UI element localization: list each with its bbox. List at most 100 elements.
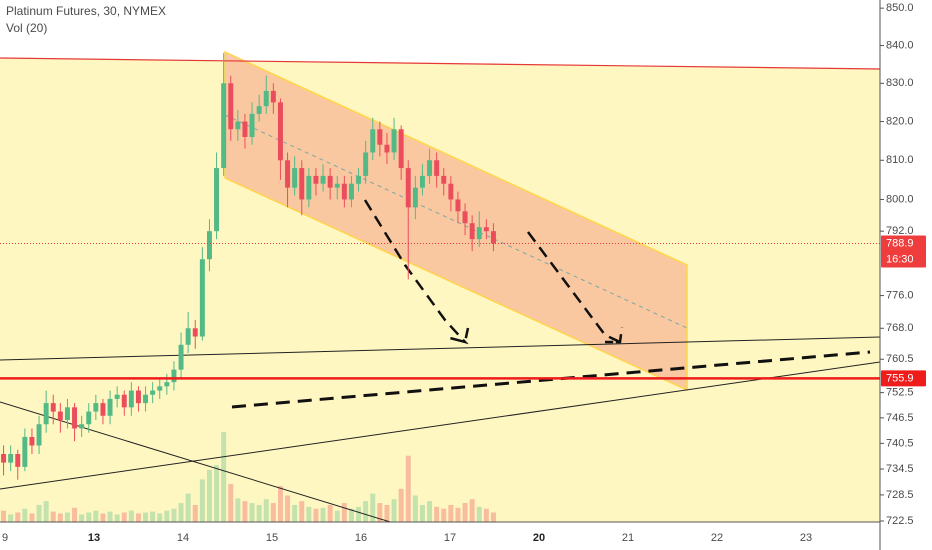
volume-bar: [327, 504, 333, 522]
candle-body: [185, 328, 191, 345]
candle-body: [334, 183, 340, 188]
candle-body: [29, 436, 35, 446]
candle-body: [143, 394, 149, 404]
x-tick-label: 22: [711, 532, 723, 544]
volume-bar: [313, 508, 319, 522]
volume-bar: [398, 488, 404, 522]
volume-bar: [164, 510, 170, 522]
volume-bar: [22, 508, 28, 522]
x-tick-label: 13: [88, 532, 100, 544]
candle-body: [128, 390, 134, 408]
candle-body: [306, 175, 312, 200]
y-tick-label: 776.0: [886, 289, 914, 301]
candle-body: [57, 411, 63, 420]
volume-bar: [192, 504, 198, 522]
volume-bar: [79, 514, 85, 522]
candle-body: [22, 436, 28, 467]
y-tick-label: 840.0: [886, 39, 914, 51]
volume-bar: [235, 498, 241, 522]
time-axis: [0, 522, 880, 550]
y-tick-label: 768.0: [886, 322, 914, 334]
candle-body: [1, 454, 7, 463]
volume-bar: [206, 469, 212, 522]
volume-bar: [93, 510, 99, 522]
x-tick-label: 15: [266, 532, 278, 544]
candle-body: [199, 259, 205, 337]
candle-body: [135, 390, 141, 404]
x-tick-label: 20: [533, 532, 545, 544]
volume-bar: [469, 499, 475, 522]
candle-body: [79, 424, 85, 429]
candle-body: [427, 160, 433, 176]
candle-body: [476, 227, 482, 240]
candle-body: [455, 199, 461, 212]
candle-body: [441, 175, 447, 184]
candle-body: [192, 328, 198, 337]
x-tick-label: 9: [2, 532, 8, 544]
candle-body: [412, 187, 418, 208]
candle-body: [171, 369, 177, 383]
candle-body: [214, 168, 220, 232]
candle-body: [256, 106, 262, 114]
candle-body: [299, 168, 305, 200]
trend-line: [0, 361, 881, 490]
path-arrow: [526, 231, 624, 344]
candle-body: [36, 424, 42, 446]
price-badge: [881, 235, 926, 268]
candle-body: [93, 403, 99, 412]
candle-layer: [1, 53, 496, 480]
volume-bar: [29, 513, 35, 522]
volume-bar: [8, 514, 14, 522]
volume-bar: [455, 507, 461, 522]
candle-body: [228, 83, 234, 130]
volume-bar: [356, 506, 362, 522]
indicator-label: Vol (20): [6, 21, 47, 35]
path-arrow: [363, 199, 470, 345]
candle-body: [235, 121, 241, 130]
volume-bar: [72, 507, 78, 522]
volume-bar: [199, 479, 205, 522]
candle-body: [15, 454, 21, 467]
volume-bar: [348, 508, 354, 522]
trend-line: [0, 401, 401, 526]
candle-body: [391, 129, 397, 153]
candle-body: [377, 129, 383, 145]
volume-bar: [427, 501, 433, 522]
volume-bar: [221, 432, 227, 522]
candle-body: [178, 344, 184, 370]
candle-body: [405, 168, 411, 208]
volume-bar: [86, 512, 92, 522]
candle-body: [462, 211, 468, 224]
volume-bar: [171, 508, 177, 522]
y-tick-label: 728.5: [886, 489, 914, 501]
trend-line: [0, 336, 881, 361]
volume-bar: [15, 512, 21, 522]
volume-bar: [214, 465, 220, 522]
candle-body: [206, 231, 212, 260]
candle-body: [157, 386, 163, 391]
candle-body: [341, 183, 347, 200]
volume-bar: [434, 506, 440, 522]
candle-body: [490, 231, 496, 244]
volume-bar: [135, 513, 141, 522]
candle-body: [313, 175, 319, 184]
volume-bar: [419, 504, 425, 522]
x-tick-label: 17: [444, 532, 456, 544]
candle-body: [164, 382, 170, 387]
candle-body: [64, 407, 70, 420]
volume-bar: [490, 512, 496, 522]
x-tick-label: 16: [355, 532, 367, 544]
volume-bar: [249, 503, 255, 522]
volume-bar: [43, 501, 49, 522]
volume-bar: [384, 504, 390, 522]
price-badge-label: 788.9: [886, 237, 914, 249]
candle-body: [114, 394, 120, 399]
volume-bar: [1, 510, 7, 522]
y-tick-label: 792.0: [886, 225, 914, 237]
volume-bar: [228, 484, 234, 522]
volume-bar: [143, 512, 149, 522]
candle-body: [384, 144, 390, 153]
candle-body: [249, 113, 255, 137]
volume-bar: [306, 506, 312, 522]
